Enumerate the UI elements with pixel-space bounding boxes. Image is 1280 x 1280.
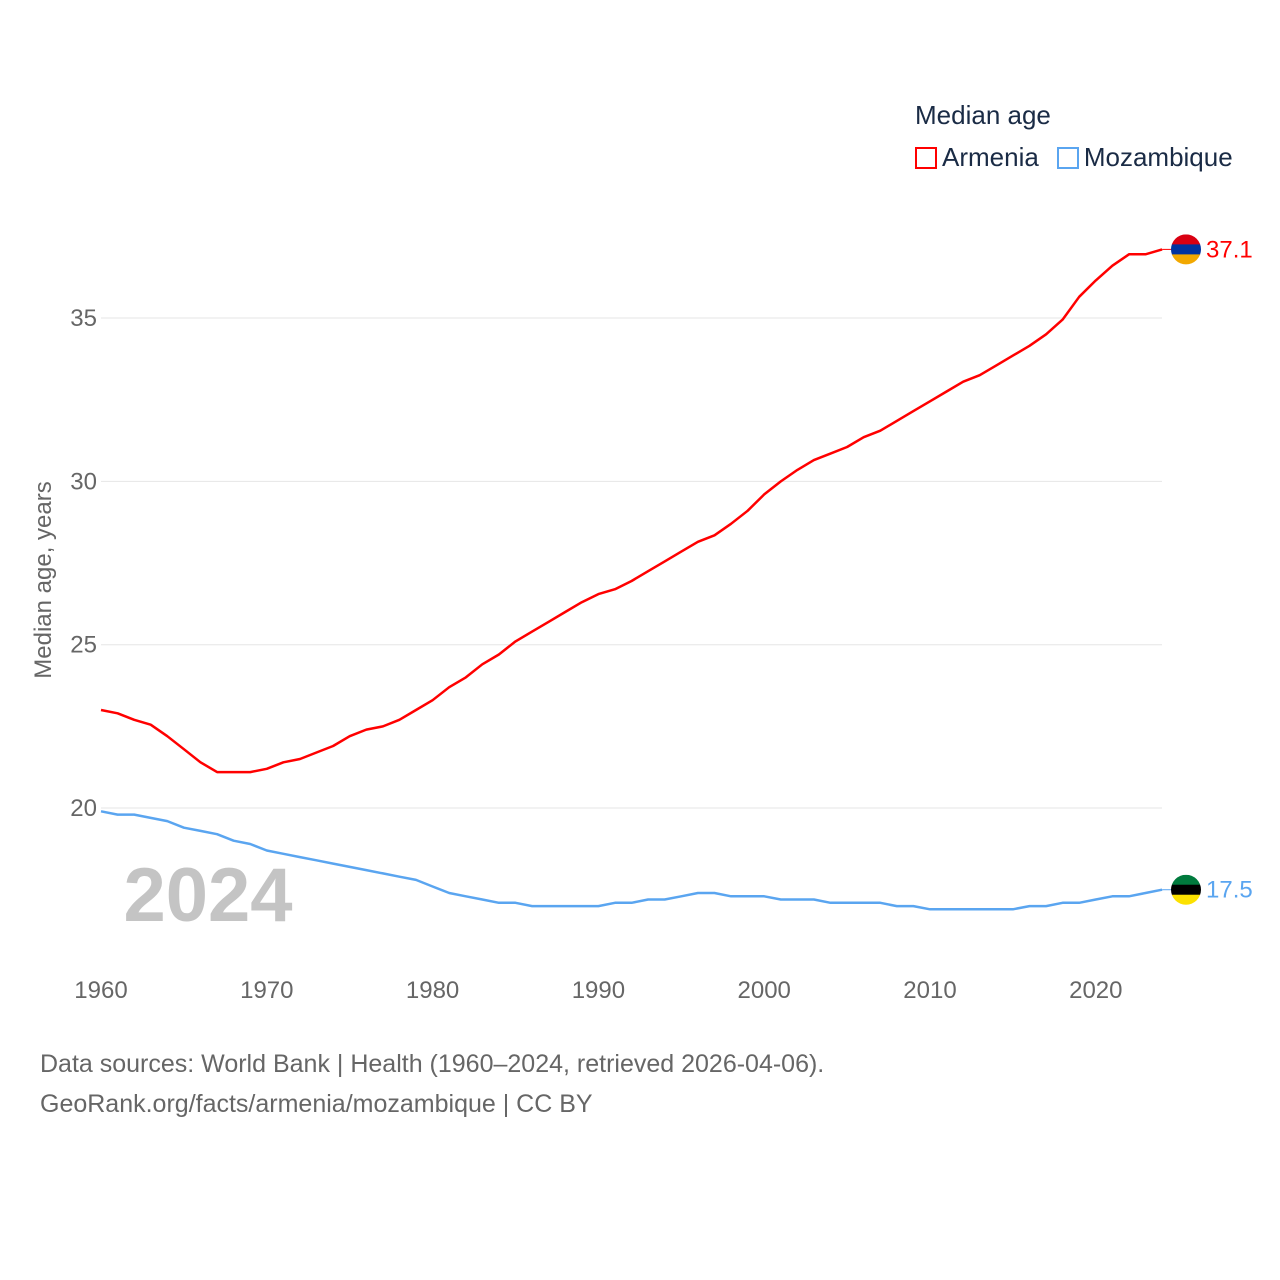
legend-item-mozambique[interactable]: Mozambique (1056, 142, 1233, 173)
y-tick-label: 20 (70, 795, 97, 822)
y-tick-label: 25 (70, 632, 97, 659)
y-axis-label: Median age, years (30, 481, 57, 678)
source-line-2[interactable]: GeoRank.org/facts/armenia/mozambique | C… (40, 1090, 593, 1118)
flag-icon-mozambique (1171, 874, 1201, 905)
end-value-label: 17.5 (1206, 877, 1253, 904)
x-tick-label: 2020 (1069, 977, 1122, 1004)
series-line-mozambique (100, 810, 1163, 911)
flag-icon-armenia (1171, 234, 1201, 265)
source-line-1: Data sources: World Bank | Health (1960–… (40, 1050, 825, 1078)
legend-label-armenia: Armenia (942, 142, 1039, 172)
legend-swatch-armenia (915, 146, 937, 169)
legend-item-armenia[interactable]: Armenia (915, 142, 1039, 173)
x-tick-label: 1960 (74, 977, 127, 1004)
legend-label-mozambique: Mozambique (1083, 142, 1233, 172)
y-tick-label: 30 (70, 468, 97, 495)
x-tick-label: 1990 (572, 977, 625, 1004)
legend: Armenia Mozambique (915, 142, 1233, 173)
legend-title: Median age (915, 100, 1051, 130)
y-tick-label: 35 (70, 305, 97, 332)
x-tick-label: 1980 (406, 977, 459, 1004)
x-tick-label: 2010 (903, 977, 956, 1004)
series-line-armenia (100, 248, 1163, 774)
x-tick-label: 2000 (738, 977, 791, 1004)
x-tick-label: 1970 (240, 977, 293, 1004)
source-note: Data sources: World Bank | Health (1960–… (40, 1044, 824, 1124)
legend-swatch-mozambique (1056, 146, 1079, 169)
end-value-label: 37.1 (1206, 236, 1253, 263)
year-watermark: 2024 (123, 853, 292, 938)
